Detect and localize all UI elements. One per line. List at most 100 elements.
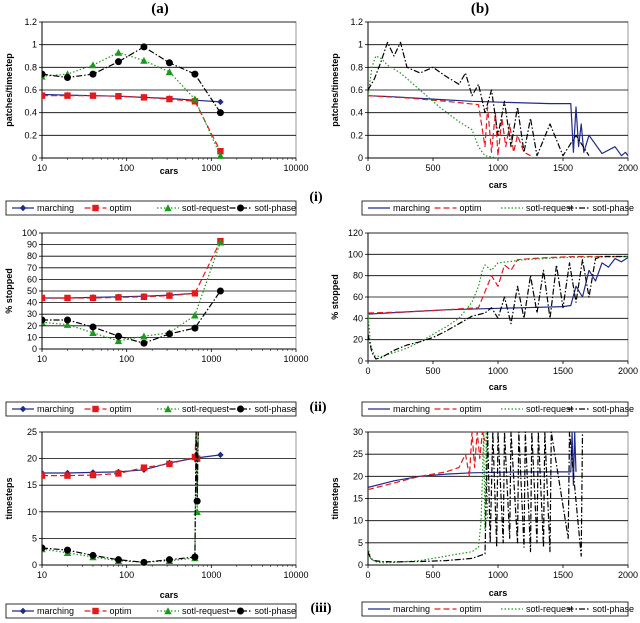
series-group-a-iii xyxy=(42,431,224,566)
data-point-a-i-optim-5 xyxy=(166,95,173,103)
x-tick-label-a-ii-2: 1000 xyxy=(201,354,221,364)
data-point-a-iii-optim-1 xyxy=(64,472,71,479)
data-point-a-ii-optim-6 xyxy=(191,290,199,297)
data-point-a-ii-sotl-phase-3 xyxy=(114,332,122,340)
y-axis-label-b-ii: % stopped xyxy=(330,274,340,320)
series-line-a-ii-optim xyxy=(42,240,221,299)
legend-label-a-ii-marching: marching xyxy=(37,404,74,414)
y-tick-label-b-i-5: 1 xyxy=(358,40,363,50)
y-tick-label-a-iii-0: 0 xyxy=(32,560,37,570)
data-point-a-i-optim-3 xyxy=(115,93,122,100)
y-tick-label-b-ii-2: 40 xyxy=(353,313,363,323)
x-tick-label-a-ii-1: 100 xyxy=(119,354,134,364)
data-point-a-i-optim-4 xyxy=(140,94,148,101)
y-tick-label-b-i-6: 1.2 xyxy=(350,17,363,27)
data-point-a-iii-optim-0 xyxy=(42,472,46,479)
y-axis-label-a-ii: % stopped xyxy=(4,268,14,314)
legend-label-a-i-sotl-phase: sotl-phase xyxy=(255,203,297,213)
series-line-b-i-sotl-phase xyxy=(368,41,590,157)
data-point-a-ii-sotl-request-6 xyxy=(191,311,199,319)
y-tick-label-a-ii-10: 100 xyxy=(22,228,37,238)
legend-marker-a-i-marching xyxy=(19,204,27,212)
x-tick-label-b-ii-0: 0 xyxy=(365,366,370,376)
x-tick-label-a-iii-0: 10 xyxy=(37,570,47,580)
legend-marker-a-ii-optim xyxy=(92,405,99,413)
data-point-a-iii-sotl-phase-1 xyxy=(63,546,71,554)
data-point-a-ii-optim-2 xyxy=(89,294,97,302)
legend-label-b-iii-optim: optim xyxy=(460,604,482,614)
y-axis-label-b-iii: timesteps xyxy=(330,477,340,519)
data-point-a-i-optim-7 xyxy=(217,148,224,155)
series-line-b-iii-sotl-request xyxy=(368,431,489,564)
legend-label-b-iii-marching: marching xyxy=(393,604,430,614)
legend-marker-a-iii-sotl-request xyxy=(164,607,172,615)
x-tick-label-b-ii-4: 2000 xyxy=(618,366,638,376)
legend-label-b-i-marching: marching xyxy=(393,203,430,213)
series-line-b-iii-sotl-phase xyxy=(368,431,584,563)
y-tick-label-b-ii-6: 120 xyxy=(348,228,363,238)
chart-a-iii: 0 5 10 15 20 25 10 100 1000 10000 cars timesteps mar… xyxy=(4,427,309,619)
data-point-a-i-sotl-request-0 xyxy=(42,72,46,80)
col-b-title: (b) xyxy=(471,1,489,17)
chart-b-ii: 0 20 40 60 80 100 120 0 500 1000 1500 2000 cars % sto… xyxy=(330,228,638,417)
data-point-a-iii-optim-3 xyxy=(115,470,122,477)
chart-a-i: 0 0.2 0.4 0.6 0.8 1 1.2 10 100 1000 10000 cars patch… xyxy=(4,17,309,216)
legend-label-a-ii-sotl-phase: sotl-phase xyxy=(255,404,297,414)
legend-a-ii xyxy=(5,401,297,417)
legend-marker-a-i-sotl-phase xyxy=(237,204,244,212)
data-point-a-iii-sotl-phase-5 xyxy=(165,556,173,564)
legend-label-a-i-optim: optim xyxy=(110,203,132,213)
y-tick-label-a-ii-2: 20 xyxy=(27,321,37,331)
x-axis-label-b-ii: cars xyxy=(489,382,508,392)
data-point-a-iii-sotl-phase-4 xyxy=(140,558,148,566)
x-tick-label-b-iii-3: 1500 xyxy=(553,570,573,580)
legend-b-iii xyxy=(361,601,629,617)
x-tick-label-b-i-2: 1000 xyxy=(488,163,508,173)
legend-label-a-iii-optim: optim xyxy=(110,606,132,616)
legend-label-a-iii-sotl-request: sotl-request xyxy=(182,606,230,616)
data-point-a-ii-optim-4 xyxy=(140,293,148,300)
x-tick-label-a-i-2: 1000 xyxy=(201,163,221,173)
legend-marker-a-ii-sotl-phase xyxy=(237,405,244,413)
series-line-a-iii-sotl-phase xyxy=(42,431,199,563)
data-point-a-iii-sotl-phase-8 xyxy=(193,497,201,505)
data-point-a-ii-optim-3 xyxy=(115,294,122,301)
legend-marker-a-ii-marching xyxy=(19,405,27,413)
legend-a-i xyxy=(5,200,297,216)
x-tick-label-a-i-3: 10000 xyxy=(283,163,308,173)
data-point-a-ii-sotl-request-1 xyxy=(63,320,72,328)
data-point-a-i-marching-7 xyxy=(217,98,224,106)
y-tick-label-a-i-3: 0.6 xyxy=(24,85,37,95)
x-tick-label-b-i-3: 1500 xyxy=(553,163,573,173)
legend-marker-a-i-sotl-request xyxy=(164,204,172,212)
data-point-a-i-sotl-phase-4 xyxy=(140,43,148,51)
y-axis-label-a-i: patches/timestep xyxy=(4,53,14,127)
legend-label-b-ii-marching: marching xyxy=(393,404,430,414)
x-axis-label-b-i: cars xyxy=(489,180,508,190)
data-point-a-i-sotl-phase-1 xyxy=(63,74,71,82)
legend-label-a-ii-optim: optim xyxy=(110,404,132,414)
series-line-b-i-sotl-request xyxy=(368,55,499,159)
y-tick-label-a-ii-1: 10 xyxy=(27,332,37,342)
y-tick-label-b-ii-5: 100 xyxy=(348,249,363,259)
x-tick-label-b-i-1: 500 xyxy=(425,163,440,173)
y-tick-label-b-iii-5: 25 xyxy=(353,449,363,459)
x-tick-label-a-iii-2: 1000 xyxy=(201,570,221,580)
y-tick-label-b-iii-0: 0 xyxy=(358,560,363,570)
legend-label-b-i-sotl-phase: sotl-phase xyxy=(593,203,635,213)
series-line-a-i-optim xyxy=(42,95,221,152)
data-point-a-iii-sotl-phase-3 xyxy=(114,556,122,564)
series-line-b-iii-optim xyxy=(368,431,486,491)
y-tick-label-a-ii-3: 30 xyxy=(27,309,37,319)
data-point-a-ii-optim-5 xyxy=(166,292,173,299)
y-tick-label-b-ii-0: 0 xyxy=(358,356,363,366)
legend-label-b-ii-sotl-request: sotl-request xyxy=(526,404,574,414)
data-point-a-iii-sotl-phase-0 xyxy=(42,544,46,552)
y-tick-label-b-i-0: 0 xyxy=(358,153,363,163)
data-point-a-i-sotl-phase-7 xyxy=(216,109,224,117)
x-axis-label-b-iii: cars xyxy=(489,588,508,598)
y-tick-label-a-ii-5: 50 xyxy=(27,286,37,296)
legend-a-iii xyxy=(5,603,297,619)
legend-label-b-ii-sotl-phase: sotl-phase xyxy=(593,404,635,414)
legend-label-b-i-sotl-request: sotl-request xyxy=(526,203,574,213)
